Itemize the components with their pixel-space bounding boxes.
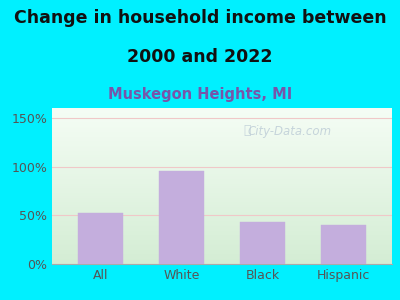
Bar [321, 225, 366, 264]
Text: Muskegon Heights, MI: Muskegon Heights, MI [108, 87, 292, 102]
Bar [78, 213, 123, 264]
Text: 2000 and 2022: 2000 and 2022 [127, 48, 273, 66]
Text: City-Data.com: City-Data.com [248, 125, 332, 138]
Text: Change in household income between: Change in household income between [14, 9, 386, 27]
Text: ⓘ: ⓘ [244, 124, 251, 137]
Bar [159, 171, 204, 264]
Bar [240, 222, 285, 264]
